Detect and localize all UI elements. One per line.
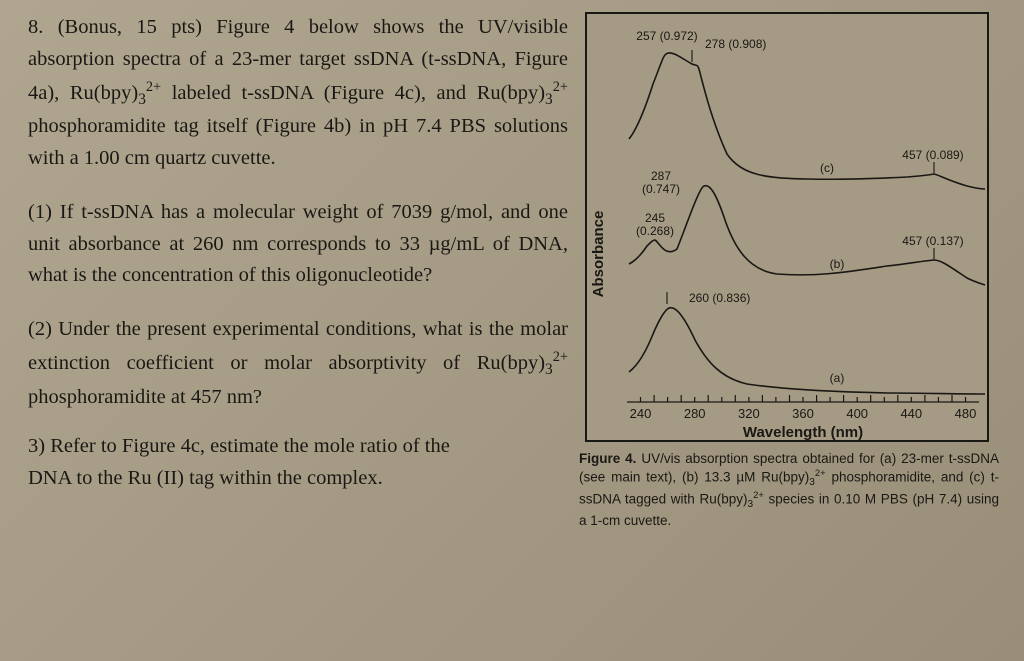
part2-tail: phosphoramidite at 457 nm? <box>28 386 262 408</box>
part3-line-b: DNA to the Ru (II) tag within the comple… <box>28 467 383 489</box>
bonus-label: (Bonus, 15 pts) <box>58 16 202 38</box>
figure-caption: Figure 4. UV/vis absorption spectra obta… <box>575 450 999 530</box>
sup-2plus-b: 2+ <box>553 79 568 95</box>
peak-b-245: 245 <box>645 211 665 225</box>
sub-3-b: 3 <box>545 90 553 107</box>
xtick-280: 280 <box>684 406 706 421</box>
xtick-400: 400 <box>846 406 868 421</box>
x-axis: 240 280 320 360 400 440 480 Wavelength (… <box>627 395 979 441</box>
peak-a-260: 260 (0.836) <box>689 291 750 305</box>
peak-c-278: 278 (0.908) <box>705 37 766 51</box>
question-text-block: 8. (Bonus, 15 pts) Figure 4 below shows … <box>28 12 568 509</box>
y-axis-label: Absorbance <box>590 211 607 298</box>
xtick-480: 480 <box>955 406 977 421</box>
curve-c <box>629 53 985 189</box>
x-ticks <box>641 395 966 402</box>
xtick-360: 360 <box>792 406 814 421</box>
part1-paragraph: (1) If t-ssDNA has a molecular weight of… <box>28 197 568 292</box>
cap-sup-2: 2+ <box>753 490 764 501</box>
sub-3: 3 <box>138 90 146 107</box>
cap-sup-1: 2+ <box>815 468 826 479</box>
sup-2plus: 2+ <box>146 79 161 95</box>
peak-c-257: 257 (0.972) <box>636 29 697 43</box>
question-number: 8. <box>28 16 43 38</box>
sub-3-c: 3 <box>545 361 553 378</box>
series-label-b: (b) <box>830 257 845 271</box>
peak-b-287-val: (0.747) <box>642 182 680 196</box>
uv-vis-chart: Absorbance <box>587 14 991 444</box>
sup-2plus-c: 2+ <box>553 349 568 365</box>
chart-frame: Absorbance <box>585 12 989 442</box>
peak-b-245-val: (0.268) <box>636 224 674 238</box>
figure-block: Absorbance <box>582 12 992 530</box>
xtick-240: 240 <box>630 406 652 421</box>
page: 8. (Bonus, 15 pts) Figure 4 below shows … <box>0 0 1024 661</box>
part3-paragraph: 3) Refer to Figure 4c, estimate the mole… <box>28 431 568 495</box>
xtick-320: 320 <box>738 406 760 421</box>
part2-text: (2) Under the present experimental condi… <box>28 318 568 374</box>
series-label-a: (a) <box>830 371 845 385</box>
x-axis-label: Wavelength (nm) <box>743 424 863 441</box>
peak-b-287: 287 <box>651 169 671 183</box>
peak-c-457: 457 (0.089) <box>902 148 963 162</box>
intro-paragraph: 8. (Bonus, 15 pts) Figure 4 below shows … <box>28 12 568 175</box>
curve-a <box>629 308 985 394</box>
content-row: 8. (Bonus, 15 pts) Figure 4 below shows … <box>28 12 1000 530</box>
series-label-c: (c) <box>820 161 834 175</box>
part3-line-a: 3) Refer to Figure 4c, estimate the mole… <box>28 435 450 457</box>
part2-paragraph: (2) Under the present experimental condi… <box>28 314 568 413</box>
intro-text-b: labeled t-ssDNA (Figure 4c), and Ru(bpy) <box>161 81 545 103</box>
intro-text-c: phosphoramidite tag itself (Figure 4b) i… <box>28 115 568 169</box>
caption-lead: Figure 4. <box>579 451 636 466</box>
xtick-440: 440 <box>900 406 922 421</box>
peak-b-457: 457 (0.137) <box>902 234 963 248</box>
